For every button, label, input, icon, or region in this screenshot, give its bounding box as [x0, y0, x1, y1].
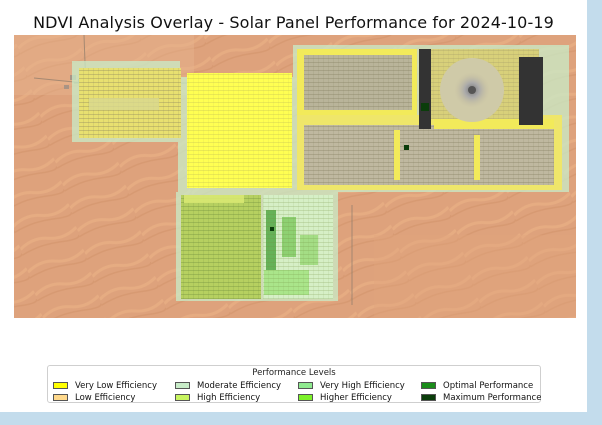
block-northeast — [297, 49, 562, 190]
legend-label: High Efficiency — [197, 392, 261, 403]
legend-label: Moderate Efficiency — [197, 380, 282, 391]
dark-cells — [270, 103, 429, 231]
legend-label: Low Efficiency — [75, 392, 136, 403]
legend-item: Very Low Efficiency — [53, 380, 175, 391]
satellite-map — [14, 35, 576, 318]
legend-item: Very High Efficiency — [298, 380, 421, 391]
legend-swatch — [175, 382, 190, 389]
figure: NDVI Analysis Overlay - Solar Panel Perf… — [0, 0, 587, 412]
block-southwest — [181, 195, 261, 299]
legend-swatch — [298, 394, 313, 401]
legend-label: Higher Efficiency — [320, 392, 392, 403]
legend-swatch — [53, 394, 68, 401]
legend-label: Optimal Performance — [443, 380, 534, 391]
legend-item: Optimal Performance — [421, 380, 541, 391]
tower-field — [419, 49, 543, 129]
block-central — [187, 73, 292, 188]
map-title: NDVI Analysis Overlay - Solar Panel Perf… — [33, 13, 554, 32]
legend-label: Maximum Performance — [443, 392, 542, 403]
legend: Performance Levels Very Low Efficiency L… — [47, 365, 541, 403]
legend-label: Very Low Efficiency — [75, 380, 157, 391]
legend-item: Moderate Efficiency — [175, 380, 298, 391]
legend-title: Performance Levels — [252, 368, 336, 378]
legend-swatch — [175, 394, 190, 401]
legend-swatch — [421, 394, 436, 401]
legend-item: Higher Efficiency — [298, 392, 421, 403]
legend-label: Very High Efficiency — [320, 380, 405, 391]
legend-item: Low Efficiency — [53, 392, 175, 403]
legend-items: Very Low Efficiency Low Efficiency Moder… — [53, 380, 541, 403]
map-frame[interactable] — [14, 35, 576, 318]
legend-item: Maximum Performance — [421, 392, 541, 403]
legend-swatch — [53, 382, 68, 389]
legend-swatch — [421, 382, 436, 389]
block-west — [79, 68, 181, 138]
legend-swatch — [298, 382, 313, 389]
legend-item: High Efficiency — [175, 392, 298, 403]
block-southcentral — [263, 195, 333, 299]
